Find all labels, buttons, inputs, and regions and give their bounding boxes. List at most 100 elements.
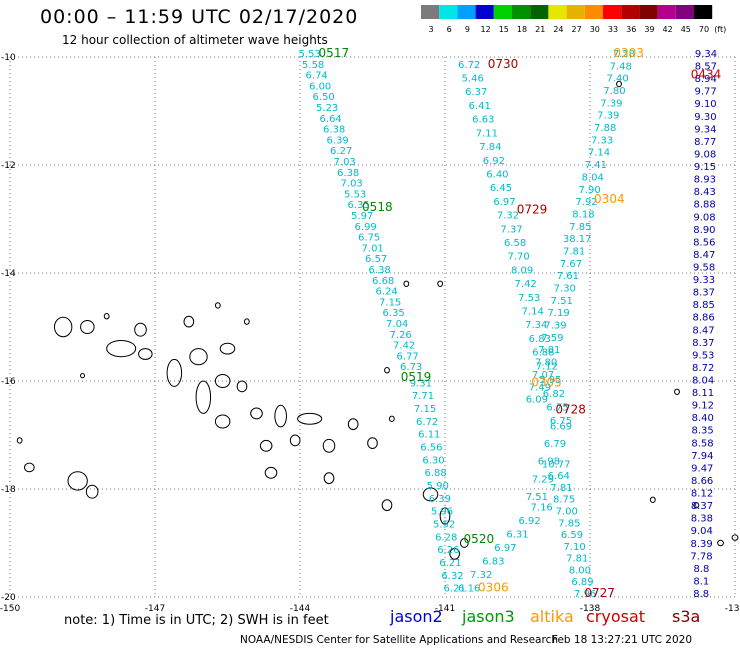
island-15 bbox=[214, 414, 231, 429]
swh-value: 7.00 bbox=[556, 507, 578, 518]
island-12 bbox=[250, 407, 263, 420]
swh-value: 5.52 bbox=[433, 519, 455, 530]
swh-value: 9.34 bbox=[695, 49, 717, 60]
swh-value: 38.17 bbox=[563, 234, 592, 245]
pass-time-0517: 0517 bbox=[319, 46, 350, 60]
pass-time-0519: 0519 bbox=[401, 370, 432, 384]
lon-tick--138: -138 bbox=[580, 604, 601, 614]
swh-value: 8.57 bbox=[695, 62, 717, 73]
legend-swatch-27 bbox=[566, 5, 585, 19]
swh-value: 8.37 bbox=[692, 338, 714, 349]
swh-value: 7.96 bbox=[574, 589, 596, 600]
swh-value: 7.11 bbox=[476, 128, 498, 139]
track-jason3-0519: 9.31 7.71 7.15 6.72 6.11 6.566.30 6.88 5.90 6.39… bbox=[410, 378, 466, 594]
swh-value: 7.53 bbox=[518, 293, 540, 304]
track-altika-0305: 10.776.647.818.757.007.856.597.107.818.0… bbox=[542, 459, 596, 600]
legend-swatch-36 bbox=[621, 5, 640, 19]
swh-value: 6.35 bbox=[383, 308, 405, 319]
pass-time-0434: 0434 bbox=[691, 68, 722, 82]
legend-label-9: 9 bbox=[465, 25, 470, 34]
swh-value: 6.75 bbox=[358, 233, 380, 244]
island-29 bbox=[85, 484, 99, 499]
swh-value: 7.81 bbox=[538, 345, 560, 356]
lat-tick--20: -20 bbox=[1, 593, 16, 603]
island-21 bbox=[264, 466, 278, 479]
swh-value: 6.83 bbox=[529, 334, 551, 345]
swh-value: 8.09 bbox=[511, 265, 533, 276]
swh-value: 6.63 bbox=[472, 115, 494, 126]
swh-value: 7.04 bbox=[386, 319, 408, 330]
swh-value: 6.38 bbox=[337, 168, 359, 179]
swh-value: 6.73 bbox=[400, 362, 422, 373]
swh-value: 7.12 bbox=[536, 361, 558, 372]
swh-value: 7.28 bbox=[613, 49, 635, 60]
swh-value: 7.32 bbox=[470, 570, 492, 581]
swh-value: 7.07 bbox=[532, 370, 554, 381]
swh-value: 7.26 bbox=[390, 330, 412, 341]
swh-value: 6.57 bbox=[365, 254, 387, 265]
island-36 bbox=[403, 280, 410, 287]
island-24 bbox=[422, 487, 439, 502]
island-17 bbox=[322, 438, 336, 453]
swh-value: 8.47 bbox=[693, 250, 715, 261]
swh-value: 6.68 bbox=[372, 276, 394, 287]
swh-value: 7.14 bbox=[522, 307, 544, 318]
swh-value: 7.88 bbox=[594, 123, 616, 134]
swh-value: 7.19 bbox=[547, 308, 569, 319]
swh-value: 6.99 bbox=[355, 222, 377, 233]
swh-value: 6.45 bbox=[490, 183, 512, 194]
island-28 bbox=[67, 471, 88, 491]
island-45 bbox=[674, 388, 680, 395]
island-16 bbox=[289, 434, 301, 447]
legend-label-30: 30 bbox=[590, 25, 600, 34]
swh-value: 6.41 bbox=[469, 101, 491, 112]
swh-value: 9.58 bbox=[693, 262, 715, 273]
legend-swatch-21 bbox=[530, 5, 549, 19]
legend-swatch-70 bbox=[694, 5, 713, 19]
swh-value: 8.37 bbox=[691, 501, 713, 512]
swh-value: 9.15 bbox=[694, 162, 716, 173]
swh-value: 8.86 bbox=[693, 313, 715, 324]
swh-value: 9.10 bbox=[694, 99, 716, 110]
legend-swatch-12 bbox=[475, 5, 494, 19]
swh-value: 5.46 bbox=[462, 74, 484, 85]
swh-value: 7.92 bbox=[575, 197, 597, 208]
swh-value: 6.88 bbox=[425, 468, 447, 479]
swh-value: 8.94 bbox=[695, 74, 717, 85]
island-10 bbox=[195, 380, 212, 414]
swh-value: 7.10 bbox=[563, 542, 585, 553]
swh-value: 8.66 bbox=[691, 476, 713, 487]
swh-value: 7.81 bbox=[550, 483, 572, 494]
legend-swatch-45 bbox=[675, 5, 694, 19]
island-14 bbox=[297, 412, 323, 425]
swh-value: 6.72 bbox=[416, 417, 438, 428]
swh-value: 7.51 bbox=[526, 492, 548, 503]
swh-value: 8.40 bbox=[692, 413, 714, 424]
swh-value: 9.31 bbox=[410, 378, 432, 389]
swh-value: 9.12 bbox=[692, 401, 714, 412]
island-18 bbox=[347, 418, 359, 431]
swh-value: 6.97 bbox=[493, 197, 515, 208]
swh-value: 7.59 bbox=[541, 333, 563, 344]
legend-swatch-15 bbox=[493, 5, 512, 19]
legend-label-45: 45 bbox=[681, 25, 691, 34]
swh-value: 7.39 bbox=[597, 111, 619, 122]
swh-value: 8.43 bbox=[694, 187, 716, 198]
swh-value: 9.34 bbox=[694, 124, 716, 135]
swh-value: 6.59 bbox=[561, 530, 583, 541]
swh-value: 7.84 bbox=[479, 142, 501, 153]
swh-value: 7.03 bbox=[334, 157, 356, 168]
swh-value: 6.58 bbox=[504, 238, 526, 249]
swh-value: 8.77 bbox=[694, 137, 716, 148]
island-13 bbox=[274, 404, 287, 428]
island-41 bbox=[693, 502, 700, 509]
swh-value: 6.75 bbox=[546, 402, 568, 413]
swh-value: 8.85 bbox=[693, 300, 715, 311]
swh-value: 7.34 bbox=[525, 320, 547, 331]
island-42 bbox=[717, 539, 724, 547]
island-25 bbox=[439, 507, 451, 525]
color-scale-legend: 3 6 9 12 15 18 21 24 27 30 33 36 39 42 45 70 (ft) bbox=[421, 5, 726, 34]
lon-tick--150: -150 bbox=[0, 604, 20, 614]
swh-value: 7.39 bbox=[600, 98, 622, 109]
